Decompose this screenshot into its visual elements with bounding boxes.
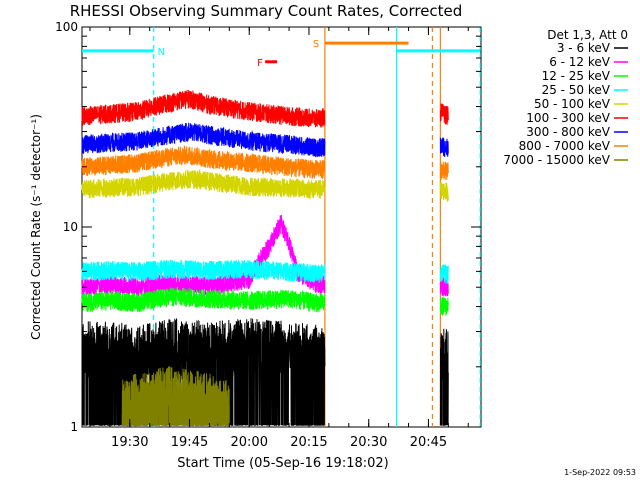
y-axis-label: Corrected Count Rate (s⁻¹ detector⁻¹) — [29, 114, 43, 340]
series-line-8-0 — [121, 366, 230, 427]
series-line-5-0 — [81, 89, 326, 128]
x-tick-label-4: 20:30 — [350, 435, 387, 450]
x-tick-label-3: 20:15 — [290, 435, 327, 450]
series-line-6-1 — [439, 137, 449, 157]
legend-label-7: 800 - 7000 keV — [519, 139, 611, 153]
y-tick-label-1: 10 — [63, 220, 78, 234]
series-line-7-1 — [439, 161, 449, 180]
legend-label-0: 3 - 6 keV — [557, 41, 611, 55]
date-stamp: 1-Sep-2022 09:53 — [564, 468, 636, 477]
series-line-6-0 — [81, 122, 326, 158]
annotation-label-2: F — [257, 58, 263, 69]
series-25-50-kev — [81, 259, 449, 285]
series-line-4-1 — [439, 182, 449, 202]
axes: 19:30 19:45 20:00 20:15 20:30 20:45 1 10 100 — [55, 20, 481, 450]
series-50-100-kev — [81, 168, 449, 202]
x-tick-label-0: 19:30 — [111, 435, 148, 450]
legend-label-2: 12 - 25 keV — [542, 69, 611, 83]
y-tick-label-2: 100 — [55, 20, 78, 34]
chart-title: RHESSI Observing Summary Count Rates, Co… — [70, 2, 463, 20]
legend-label-3: 25 - 50 keV — [542, 83, 611, 97]
x-axis-label: Start Time (05-Sep-16 19:18:02) — [177, 456, 388, 471]
legend-label-5: 100 - 300 keV — [526, 111, 610, 125]
y-tick-label-0: 1 — [70, 420, 78, 434]
series-300-800-kev — [81, 122, 449, 158]
series-line-4-0 — [81, 168, 326, 200]
series-line-2-0 — [81, 287, 326, 313]
series-line-2-1 — [439, 296, 449, 316]
series-100-300-kev — [81, 89, 449, 128]
series-line-3-1 — [439, 264, 449, 285]
series-line-5-1 — [439, 103, 449, 125]
annotation-label-0: N — [158, 47, 165, 58]
legend-label-6: 300 - 800 keV — [526, 125, 610, 139]
series-line-3-0 — [81, 259, 326, 283]
legend-label-1: 6 - 12 keV — [549, 55, 611, 69]
series-group — [81, 89, 449, 427]
series-line-0-1 — [439, 328, 449, 426]
x-tick-label-5: 20:45 — [410, 435, 447, 450]
series-3-6-kev — [81, 317, 449, 426]
legend-label-4: 50 - 100 keV — [534, 97, 611, 111]
series-12-25-kev — [81, 287, 449, 316]
legend-label-8: 7000 - 15000 keV — [503, 153, 610, 167]
series-800-7000-kev — [81, 145, 449, 180]
x-tick-label-2: 20:00 — [231, 435, 268, 450]
series-7000-15000-kev — [121, 366, 230, 427]
series-line-7-0 — [81, 145, 326, 180]
series-line-0-0 — [81, 317, 326, 426]
x-tick-label-1: 19:45 — [171, 435, 208, 450]
annotation-label-1: S — [313, 39, 319, 50]
annotation-bars: N S F — [82, 39, 481, 69]
legend-header: Det 1,3, Att 0 — [547, 28, 628, 42]
